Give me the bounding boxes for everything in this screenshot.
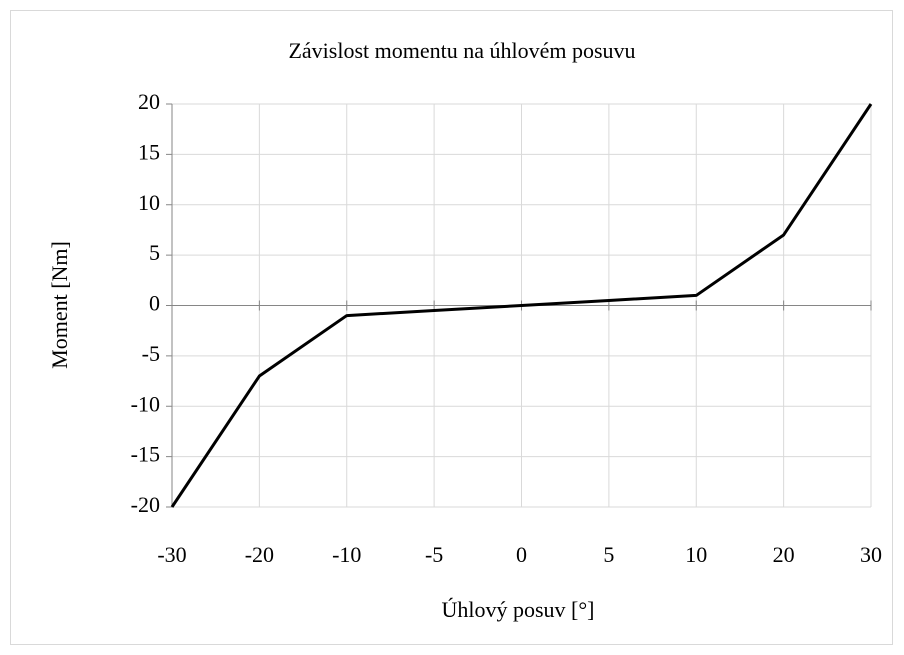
y-tick-label: -5 <box>142 341 160 366</box>
x-tick-label: -30 <box>157 542 186 567</box>
data-line <box>170 103 873 508</box>
x-tick-label: 20 <box>773 542 795 567</box>
x-tick-label: 5 <box>603 542 614 567</box>
y-tick-label: -20 <box>131 492 160 517</box>
y-tick-label: 10 <box>138 190 160 215</box>
y-tick-label: 15 <box>138 139 160 164</box>
x-tick-label: 30 <box>860 542 882 567</box>
x-tick-label: -10 <box>332 542 361 567</box>
y-tick-label: -10 <box>131 391 160 416</box>
x-tick-label: 10 <box>685 542 707 567</box>
y-axis-label: Moment [Nm] <box>47 241 72 369</box>
x-axis-label: Úhlový posuv [°] <box>441 597 594 622</box>
y-tick-label: 5 <box>149 240 160 265</box>
y-tick-label: -15 <box>131 442 160 467</box>
y-tick-label: 20 <box>138 89 160 114</box>
x-tick-label: -20 <box>245 542 274 567</box>
y-tick-label: 0 <box>149 291 160 316</box>
x-tick-label: 0 <box>516 542 527 567</box>
chart-title: Závislost momentu na úhlovém posuvu <box>288 38 635 63</box>
x-tick-label: -5 <box>425 542 443 567</box>
chart-border <box>10 10 893 645</box>
